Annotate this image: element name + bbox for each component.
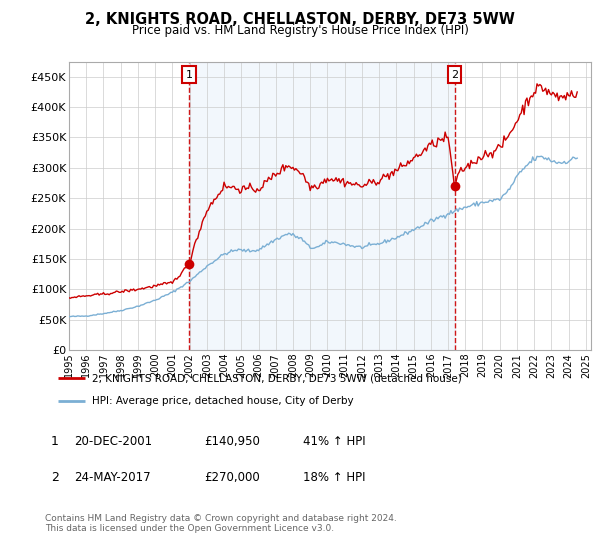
- Bar: [189, 62, 455, 350]
- Text: 2, KNIGHTS ROAD, CHELLASTON, DERBY, DE73 5WW (detached house): 2, KNIGHTS ROAD, CHELLASTON, DERBY, DE73…: [92, 374, 462, 383]
- Text: 2, KNIGHTS ROAD, CHELLASTON, DERBY, DE73 5WW: 2, KNIGHTS ROAD, CHELLASTON, DERBY, DE73…: [85, 12, 515, 27]
- Text: 1: 1: [51, 435, 59, 448]
- Text: 2: 2: [451, 69, 458, 80]
- Text: 24-MAY-2017: 24-MAY-2017: [74, 472, 151, 484]
- Text: £270,000: £270,000: [204, 472, 260, 484]
- Text: HPI: Average price, detached house, City of Derby: HPI: Average price, detached house, City…: [92, 396, 354, 406]
- Text: Contains HM Land Registry data © Crown copyright and database right 2024.
This d: Contains HM Land Registry data © Crown c…: [45, 514, 397, 534]
- Text: 41% ↑ HPI: 41% ↑ HPI: [303, 435, 365, 448]
- Text: £140,950: £140,950: [204, 435, 260, 448]
- Text: 20-DEC-2001: 20-DEC-2001: [74, 435, 152, 448]
- Text: 1: 1: [185, 69, 193, 80]
- Text: 2: 2: [51, 472, 59, 484]
- Text: 18% ↑ HPI: 18% ↑ HPI: [303, 472, 365, 484]
- Text: Price paid vs. HM Land Registry's House Price Index (HPI): Price paid vs. HM Land Registry's House …: [131, 24, 469, 36]
